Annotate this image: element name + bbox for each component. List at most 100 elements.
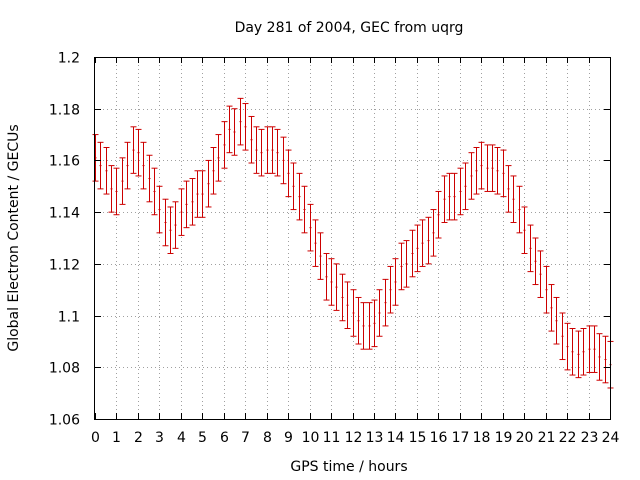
error-bar-point [307,203,314,252]
y-tick-label: 1.12 [49,258,80,274]
error-bar-point [199,170,206,218]
error-bar-point [559,312,566,361]
error-bar-point [548,284,555,332]
error-bar-point [296,172,303,221]
error-bar-point [366,302,373,350]
error-bar-point [575,330,582,379]
error-bar-point [215,134,222,182]
error-bar-point [371,299,378,348]
error-bar-point [344,281,351,329]
error-bar-point [441,175,448,223]
error-bar-point [392,258,399,306]
error-bar-point [569,328,576,376]
error-bar-point [382,278,389,327]
x-tick-label: 18 [473,430,491,446]
error-bar-point [221,121,228,169]
x-tick-label: 2 [134,430,143,446]
error-bar-point [172,201,179,249]
error-bar-point [596,333,603,381]
error-bar-point [409,229,416,278]
error-bar-point [269,126,276,174]
x-tick-label: 23 [581,430,599,446]
error-bar-point [489,144,496,192]
error-bar-point [312,219,319,267]
error-bar-point [317,232,324,280]
error-bar-point [183,180,190,229]
error-bar-point [248,115,255,164]
error-bar-point [151,167,158,216]
error-bar-point [414,224,421,273]
error-bar-point [146,154,153,203]
error-bar-point [516,185,523,234]
error-bar-point [97,141,104,190]
error-bar-point [333,263,340,311]
error-bar-point [468,152,475,200]
x-tick-label: 21 [538,430,556,446]
error-bar-point [162,198,169,247]
x-tick-label: 6 [220,430,229,446]
x-tick-label: 19 [495,430,513,446]
error-bar-point [376,289,383,337]
error-bar-point [403,240,410,288]
error-bar-point [140,141,147,190]
error-bar-point [532,237,539,286]
error-bar-point [285,149,292,198]
error-bar-point [323,253,330,301]
error-bar-point [210,147,217,195]
error-bar-point [591,325,598,373]
x-tick-label: 0 [91,430,100,446]
error-bar-point [505,165,512,213]
y-tick-label: 1.14 [49,206,80,222]
x-tick-label: 3 [155,430,164,446]
error-bar-point [527,224,534,273]
error-bar-point [435,190,442,239]
error-bar-point [387,265,394,314]
error-bar-point [457,167,464,216]
error-bar-point [301,185,308,234]
y-tick-label: 1.08 [49,361,80,377]
x-tick-label: 11 [323,430,341,446]
error-bar-point [167,206,174,255]
error-bar-point [103,147,110,195]
y-tick-label: 1.1 [58,310,80,326]
chart-title: Day 281 of 2004, GEC from uqrg [235,20,464,36]
x-tick-label: 8 [263,430,272,446]
error-bar-point [521,206,528,255]
x-tick-label: 22 [559,430,577,446]
error-bar-point [290,162,297,211]
y-tick-label: 1.06 [49,413,80,429]
y-axis-label: Global Electron Content / GECUs [6,124,22,351]
error-bar-point [205,159,212,208]
error-bar-point [360,302,367,350]
error-bar-point [242,103,249,151]
error-bar-point [253,126,260,174]
x-tick-label: 10 [302,430,320,446]
error-bar-point [462,162,469,211]
x-tick-label: 1 [112,430,121,446]
error-bar-point [451,172,458,221]
error-bar-point [178,188,185,236]
x-tick-label: 9 [284,430,293,446]
x-tick-label: 24 [602,430,620,446]
error-bar-point [355,296,362,345]
error-bar-point [274,128,281,177]
x-tick-label: 12 [345,430,363,446]
error-bar-point [280,136,287,185]
error-bar-point [350,289,357,337]
x-tick-label: 13 [366,430,384,446]
x-tick-label: 20 [516,430,534,446]
error-bar-point [130,126,137,174]
plot-frame [94,57,611,420]
y-tick-label: 1.2 [58,51,80,67]
error-bar-point [189,178,196,226]
error-bar-point [430,209,437,257]
error-bar-series [92,97,614,389]
error-bar-point [564,322,571,371]
error-bar-point [328,258,335,306]
error-bar-point [258,128,265,177]
error-bar-point [473,147,480,195]
error-bar-point [124,141,131,190]
error-bar-point [537,250,544,298]
x-tick-label: 4 [177,430,186,446]
